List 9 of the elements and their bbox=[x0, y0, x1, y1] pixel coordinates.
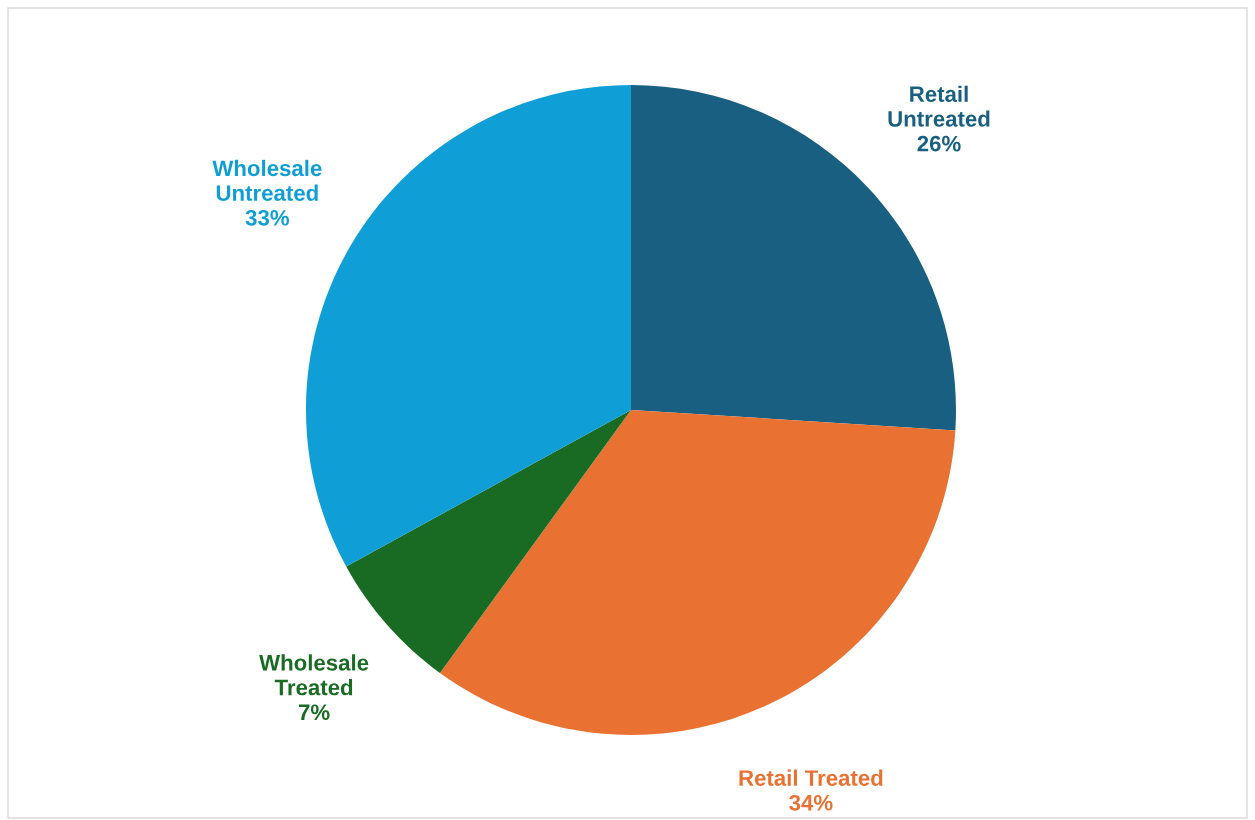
pie-slice bbox=[439, 410, 956, 735]
data-label: 34% bbox=[789, 794, 833, 811]
data-label: 26% bbox=[917, 135, 961, 152]
slice-label: Wholesale Treated bbox=[259, 654, 369, 696]
data-label: 7% bbox=[298, 704, 330, 721]
slice-label: Retail Untreated bbox=[888, 85, 990, 127]
slice-label: Retail Treated bbox=[739, 769, 883, 786]
slice-label: Wholesale Untreated bbox=[212, 159, 322, 201]
data-label: 33% bbox=[245, 209, 289, 226]
